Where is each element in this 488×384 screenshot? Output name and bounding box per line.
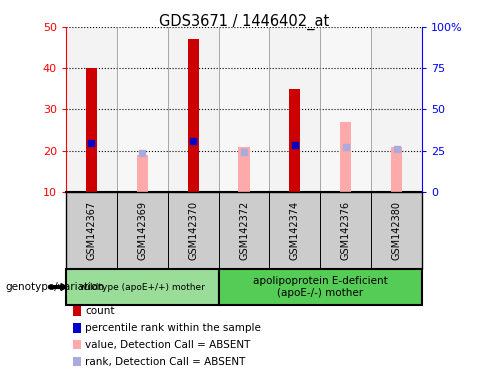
Bar bbox=[137, 155, 148, 192]
Bar bbox=[289, 89, 301, 192]
Bar bbox=[66, 27, 117, 192]
Text: apolipoprotein E-deficient
(apoE-/-) mother: apolipoprotein E-deficient (apoE-/-) mot… bbox=[253, 276, 387, 298]
Text: genotype/variation: genotype/variation bbox=[5, 282, 104, 292]
Bar bbox=[117, 27, 168, 192]
Text: GSM142374: GSM142374 bbox=[290, 201, 300, 260]
Text: GSM142372: GSM142372 bbox=[239, 201, 249, 260]
Bar bbox=[269, 27, 320, 192]
Text: value, Detection Call = ABSENT: value, Detection Call = ABSENT bbox=[85, 340, 250, 350]
Text: GSM142380: GSM142380 bbox=[392, 201, 402, 260]
Bar bbox=[219, 27, 269, 192]
Bar bbox=[168, 27, 219, 192]
Text: wildtype (apoE+/+) mother: wildtype (apoE+/+) mother bbox=[80, 283, 204, 291]
Text: GSM142369: GSM142369 bbox=[137, 201, 147, 260]
Bar bbox=[320, 27, 371, 192]
Text: GSM142376: GSM142376 bbox=[341, 201, 351, 260]
Text: count: count bbox=[85, 306, 114, 316]
Text: GDS3671 / 1446402_at: GDS3671 / 1446402_at bbox=[159, 13, 329, 30]
Bar bbox=[391, 147, 402, 192]
Text: rank, Detection Call = ABSENT: rank, Detection Call = ABSENT bbox=[85, 357, 245, 367]
Bar bbox=[340, 122, 351, 192]
Bar bbox=[371, 27, 422, 192]
Text: percentile rank within the sample: percentile rank within the sample bbox=[85, 323, 261, 333]
Bar bbox=[187, 39, 199, 192]
Bar bbox=[86, 68, 97, 192]
Bar bbox=[239, 147, 249, 192]
Text: GSM142367: GSM142367 bbox=[86, 201, 96, 260]
Text: GSM142370: GSM142370 bbox=[188, 201, 198, 260]
